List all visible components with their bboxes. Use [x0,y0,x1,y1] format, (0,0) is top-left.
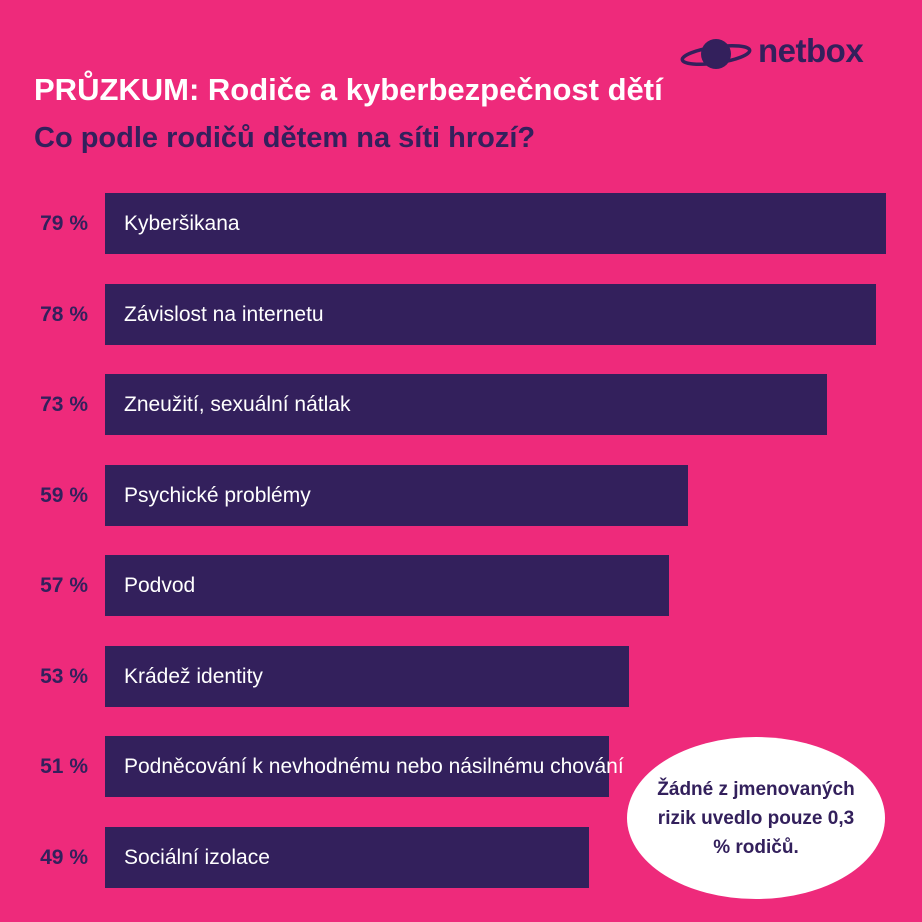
bar-row: 79 % Kyberšikana [0,193,922,254]
bar-value-label: 59 % [40,483,88,507]
page-title: PRŮZKUM: Rodiče a kyberbezpečnost dětí [34,72,663,107]
bar-category-label: Psychické problémy [124,483,311,507]
bar-row: 73 % Zneužití, sexuální nátlak [0,374,922,435]
note-text: Žádné z jmenovaných rizik uvedlo pouze 0… [657,778,855,858]
page-subtitle: Co podle rodičů dětem na síti hrozí? [34,122,536,154]
bar-category-label: Sociální izolace [124,845,270,869]
bar-value-label: 57 % [40,574,88,597]
bar [105,645,629,707]
bar-value-label: 79 % [40,212,88,235]
planet-icon [680,39,752,69]
bar-row: 78 % Závislost na internetu [0,283,922,345]
bar [105,464,689,526]
bar [105,555,669,616]
bar-category-label: Zneužití, sexuální nátlak [124,393,351,416]
bar-category-label: Kyberšikana [124,212,240,235]
bar-row: 51 % Podněcování k nevhodnému nebo násiln… [0,736,922,797]
bar-row: 57 % Podvod [0,555,922,616]
bar-value-label: 73 % [40,393,88,416]
logo-text: netbox [758,32,864,69]
bar-category-label: Podvod [124,574,196,597]
netbox-logo: netbox [680,30,895,78]
bar-value-label: 53 % [40,664,88,688]
bar [105,374,827,435]
bar-value-label: 51 % [40,755,88,778]
bar-category-label: Podněcování k nevhodnému nebo násilnému … [124,755,624,778]
bar [105,193,886,254]
bar-row: 53 % Krádež identity [0,645,922,707]
note-bubble: Žádné z jmenovaných rizik uvedlo pouze 0… [627,737,885,899]
bar-row: 59 % Psychické problémy [0,464,922,526]
bar-category-label: Krádež identity [124,664,263,688]
bar-value-label: 49 % [40,845,88,869]
bar [105,736,610,797]
bar-row: 49 % Sociální izolace [0,826,922,888]
bar-category-label: Závislost na internetu [124,302,324,326]
bar-value-label: 78 % [40,302,88,326]
bar [105,283,877,345]
bar [105,826,590,888]
